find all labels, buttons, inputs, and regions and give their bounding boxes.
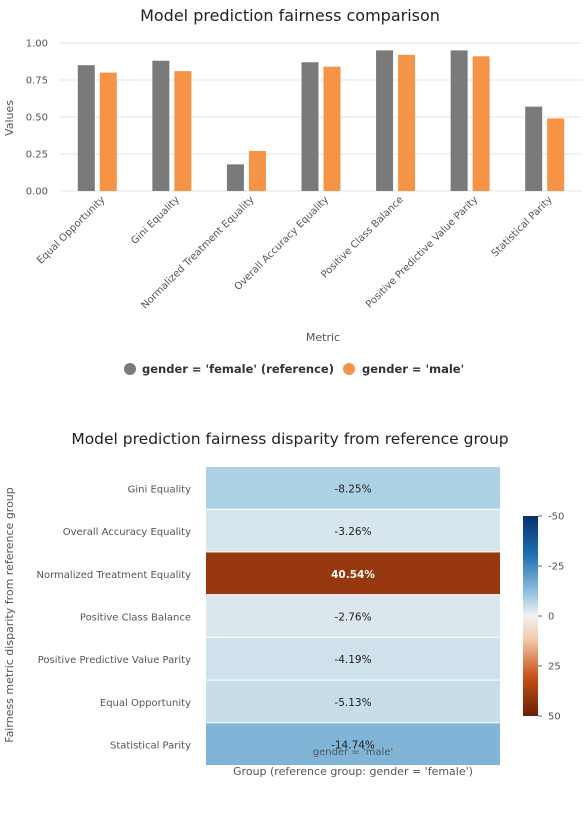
colorbar-tick-label: 50 [548,712,561,723]
heatmap-row-label: Positive Predictive Value Parity [38,655,191,666]
heatmap-row-label: Statistical Parity [110,741,191,752]
heatmap-title: Model prediction fairness disparity from… [71,430,508,448]
heatmap-cell [206,467,500,509]
bar-female [77,65,95,191]
bar-female [525,106,543,191]
bar-y-tick-label: 1.00 [26,39,48,50]
bar-x-tick-label: Statistical Parity [490,194,555,259]
colorbar-ticks: -50 -25 0 25 50 [538,512,564,723]
bar-y-axis-label: Values [3,100,16,136]
legend-marker-male [343,363,355,375]
heatmap-row-label: Overall Accuracy Equality [63,527,191,538]
heatmap-cell-label: -2.76% [334,612,371,624]
bar-female [152,60,170,192]
colorbar-tick-label: 25 [548,662,561,673]
heatmap-y-axis-label: Fairness metric disparity from reference… [3,487,16,743]
bar-y-tick-label: 0.75 [26,76,48,87]
bar-female [301,62,319,191]
heatmap-cells: -8.25% -3.26% 40.54% -2.76% -4.19% -5.13% -14.… [206,467,500,765]
bar-x-axis-label: Metric [306,331,340,344]
bar-female [376,50,394,192]
bar-female [450,50,468,192]
colorbar-tick-label: -25 [548,562,564,573]
colorbar [523,516,538,716]
bar-y-tick-label: 0.25 [26,150,48,161]
colorbar-tick-label: -50 [548,512,564,523]
legend-label-male: gender = 'male' [362,362,464,376]
heatmap-cell [206,680,500,723]
bar-male [472,56,490,191]
heatmap-cell [206,637,500,680]
heatmap-cell [206,595,500,637]
heatmap-cell-label: 40.54% [331,569,375,581]
heatmap-x-axis-label: Group (reference group: gender = 'female… [233,765,473,778]
heatmap-cell [206,552,500,595]
heatmap-cell [206,509,500,552]
heatmap-row-label: Equal Opportunity [100,698,191,709]
bar-x-ticks: Equal Opportunity Gini EqualityNormalized… [35,194,555,311]
heatmap-row-label: Normalized Treatment Equality [37,570,192,581]
legend-label-female: gender = 'female' (reference) [142,362,334,376]
bar-male [398,54,416,192]
heatmap-cell-label: -5.13% [334,697,371,709]
colorbar-tick-label: 0 [548,612,554,623]
bar-series [77,50,565,192]
heatmap-row-label: Positive Class Balance [80,613,191,624]
heatmap-row-label: Gini Equality [128,484,191,495]
bar-y-tick-label: 0.00 [26,187,48,198]
bar-male [248,151,266,191]
bar-x-tick-label: Positive Class Balance [319,194,405,280]
heatmap-cell-label: -3.26% [334,526,371,538]
heatmap-cell-label: -4.19% [334,654,371,666]
heatmap-column-label: gender = 'male' [313,747,393,758]
legend-marker-female [124,363,136,375]
bar-male [547,118,565,191]
bar-y-ticks: 0.00 0.25 0.50 0.75 1.00 [26,39,48,198]
bar-male [174,71,192,191]
heatmap-cell-label: -8.25% [334,483,371,495]
bar-chart-title: Model prediction fairness comparison [140,6,440,25]
heatmap-row-labels: Gini Equality Overall Accuracy Equality No… [37,484,192,751]
bar-male [323,66,341,191]
heatmap-cell-label: -14.74% [331,740,375,752]
bar-male [99,72,117,191]
heatmap-cell [206,723,500,765]
bar-x-tick-label: Equal Opportunity [35,194,107,266]
bar-x-tick-label: Gini Equality [129,194,182,247]
bar-female [226,164,244,191]
bar-gridlines [60,42,582,192]
bar-y-tick-label: 0.50 [26,113,48,124]
